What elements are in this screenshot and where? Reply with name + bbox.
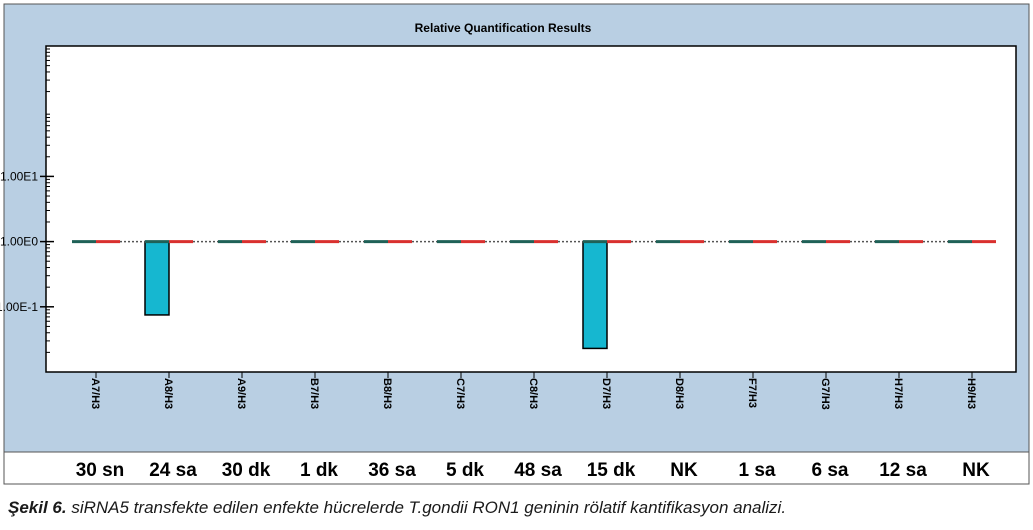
y-tick-label: 1.00E-1 — [0, 300, 38, 314]
x-tick-label: F7/H3 — [746, 378, 758, 408]
y-tick-label: 1.00E1 — [0, 169, 38, 183]
x-tick-label: B7/H3 — [308, 378, 320, 409]
x-tick-label: H7/H3 — [892, 378, 904, 409]
group-labels: 30 sn 24 sa 30 dk 1 dk 36 sa 5 dk 48 sa 15 dk NK… — [76, 460, 990, 481]
group-label: 1 dk — [300, 460, 338, 481]
x-tick-label: C7/H3 — [454, 378, 466, 409]
group-label: 5 dk — [446, 460, 484, 481]
group-label: 36 sa — [368, 460, 416, 481]
group-label: 15 dk — [587, 460, 636, 481]
x-tick-label: H9/H3 — [965, 378, 977, 409]
group-label: 30 sn — [76, 460, 125, 481]
x-tick-label: A7/H3 — [89, 378, 101, 409]
caption-text: siRNA5 transfekte edilen enfekte hücrele… — [66, 498, 787, 517]
bar — [144, 240, 170, 316]
x-tick-label: C8/H3 — [527, 378, 539, 409]
group-label: NK — [962, 460, 990, 481]
bars — [144, 240, 608, 350]
plot-area — [45, 45, 1017, 373]
y-axis-ticks: 1.00E1 1.00E0 1.00E-1 — [0, 169, 54, 314]
x-tick-label: A9/H3 — [235, 378, 247, 409]
bar — [582, 240, 608, 350]
figure-caption: Şekil 6. siRNA5 transfekte edilen enfekt… — [8, 498, 1028, 518]
group-label: 1 sa — [739, 460, 776, 481]
x-tick-label: B8/H3 — [381, 378, 393, 409]
chart-figure: Relative Quantification Results 1.00E11.… — [0, 3, 1030, 485]
chart-title: Relative Quantification Results — [415, 21, 592, 35]
caption-label: Şekil 6. — [8, 498, 67, 517]
x-tick-label: G7/H3 — [819, 378, 831, 410]
y-tick-label: 1.00E0 — [0, 235, 38, 249]
group-label: 24 sa — [149, 460, 197, 481]
category-strip — [3, 451, 1030, 485]
group-label: 6 sa — [812, 460, 849, 481]
x-tick-label: A8/H3 — [162, 378, 174, 409]
group-label: NK — [670, 460, 698, 481]
x-tick-label: D8/H3 — [673, 378, 685, 409]
y-minor-ticks — [46, 48, 50, 353]
group-label: 12 sa — [879, 460, 927, 481]
group-label: 30 dk — [222, 460, 271, 481]
x-tick-label: D7/H3 — [600, 378, 612, 409]
group-label: 48 sa — [514, 460, 562, 481]
x-axis-ticks: A7/H3 A8/H3 A9/H3 B7/H3 B8/H3 C7/H3 C8/H3 D7/H3… — [89, 372, 977, 410]
